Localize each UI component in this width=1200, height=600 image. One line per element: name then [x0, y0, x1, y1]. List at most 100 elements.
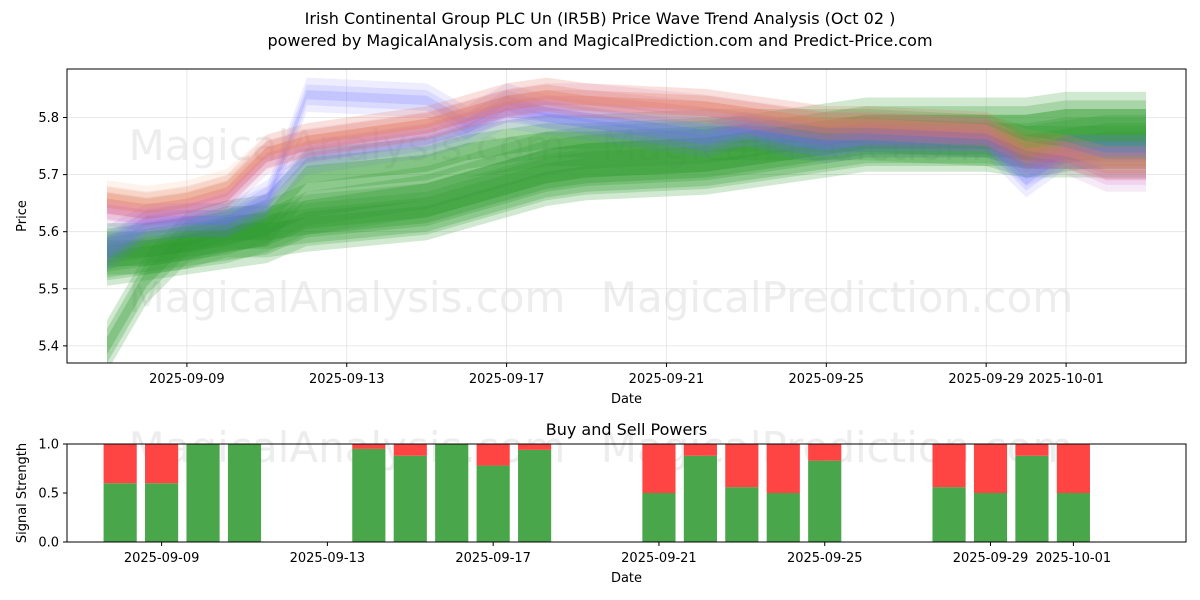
x-tick-label: 2025-09-29	[953, 551, 1029, 566]
chart-title-line2: powered by MagicalAnalysis.com and Magic…	[267, 31, 933, 50]
series-orange-wave	[106, 77, 1147, 221]
wave-band	[107, 91, 1146, 275]
wave-band	[107, 117, 1146, 278]
x-tick-label: 2025-10-01	[1028, 372, 1104, 387]
price-plot-area	[106, 77, 1147, 363]
wave-band	[107, 131, 1146, 264]
sell-bar	[808, 444, 842, 461]
wave-band	[107, 94, 1146, 261]
wave-band	[107, 109, 1146, 258]
x-tick-label: 2025-09-09	[149, 372, 225, 387]
signal-panel: MagicalAnalysis.comMagicalPrediction.com…	[15, 420, 1187, 586]
signal-y-axis-label: Signal Strength	[15, 443, 30, 543]
wave-band	[107, 109, 1146, 363]
y-tick-label: 0.5	[38, 487, 59, 502]
wave-band	[107, 77, 1146, 221]
x-tick-label: 2025-09-13	[290, 551, 366, 566]
x-tick-label: 2025-09-21	[629, 372, 705, 387]
buy-bar	[683, 455, 717, 542]
x-tick-label: 2025-10-01	[1036, 551, 1112, 566]
wave-band	[107, 90, 1146, 225]
wave-band	[107, 109, 1146, 286]
buy-bar	[435, 444, 469, 542]
buy-bar	[186, 444, 220, 542]
y-tick-label: 0.0	[38, 536, 59, 551]
series-purple-wave	[106, 83, 1147, 232]
sell-bar	[642, 444, 676, 493]
watermark-text: MagicalPrediction.com	[601, 273, 1074, 322]
series-blue-wave-2	[106, 94, 1147, 261]
chart-title-line1: Irish Continental Group PLC Un (IR5B) Pr…	[304, 9, 896, 28]
wave-band	[107, 114, 1146, 281]
watermark-text: MagicalAnalysis.com	[129, 273, 566, 322]
x-tick-label: 2025-09-17	[455, 551, 531, 566]
buy-bar	[973, 493, 1008, 542]
price-panel: MagicalAnalysis.com MagicalAnalysis.com Ma…	[15, 68, 1187, 407]
wave-band	[107, 84, 1146, 214]
wave-band	[107, 77, 1146, 226]
y-tick-label: 5.6	[38, 225, 59, 240]
x-tick-label: 2025-09-09	[124, 551, 200, 566]
wave-band	[107, 77, 1146, 272]
x-tick-label: 2025-09-25	[789, 372, 865, 387]
x-tick-label: 2025-09-25	[787, 551, 863, 566]
sell-bar	[766, 444, 800, 493]
sell-bar	[725, 444, 759, 488]
buy-bar	[518, 449, 552, 542]
sell-bar	[1056, 444, 1090, 493]
sell-bar	[683, 444, 717, 456]
wave-band	[107, 101, 1146, 254]
x-tick-label: 2025-09-17	[469, 372, 545, 387]
x-tick-label: 2025-09-21	[621, 551, 697, 566]
signal-x-axis-label: Date	[611, 571, 642, 586]
buy-bar	[932, 487, 966, 542]
buy-bar	[1015, 455, 1049, 542]
wave-band	[107, 90, 1146, 260]
signal-chart-title: Buy and Sell Powers	[546, 420, 708, 439]
wave-band	[107, 107, 1146, 248]
y-tick-label: 1.0	[38, 438, 59, 453]
y-tick-label: 5.8	[38, 111, 59, 126]
series-blue-wave-1	[106, 77, 1147, 272]
wave-band	[107, 117, 1146, 363]
buy-bar	[808, 460, 842, 542]
sell-bar	[932, 444, 966, 488]
buy-bar	[1056, 493, 1090, 542]
series-green-wave-3	[106, 114, 1147, 281]
y-tick-label: 5.5	[38, 282, 59, 297]
buy-bar	[352, 448, 386, 542]
price-axes-frame	[66, 68, 1187, 364]
sell-bar	[352, 444, 386, 449]
wave-band	[107, 84, 1146, 265]
x-tick-label: 2025-09-29	[948, 372, 1024, 387]
wave-band	[107, 100, 1146, 267]
wave-band	[107, 95, 1146, 220]
buy-bar	[103, 483, 137, 542]
x-tick-label: 2025-09-13	[309, 372, 385, 387]
sell-bar	[476, 444, 510, 466]
sell-bar	[1015, 444, 1049, 456]
wave-band	[107, 83, 1146, 232]
y-tick-label: 5.7	[38, 168, 59, 183]
sell-bar	[973, 444, 1008, 493]
sell-bar	[103, 444, 137, 484]
buy-bar	[725, 487, 759, 542]
series-green-wave-4	[106, 109, 1147, 363]
buy-bar	[766, 493, 800, 542]
buy-bar	[227, 444, 262, 542]
buy-bar	[145, 483, 179, 542]
wave-band	[107, 84, 1146, 220]
y-tick-label: 5.4	[38, 339, 59, 354]
wave-band	[107, 123, 1146, 272]
price-x-axis-label: Date	[611, 392, 642, 407]
buy-bar	[476, 465, 510, 542]
buy-bar	[642, 493, 676, 542]
watermark-text: MagicalAnalysis.com	[129, 121, 566, 170]
wave-band	[107, 90, 1146, 214]
price-y-axis-label: Price	[15, 200, 30, 232]
sell-bar	[393, 444, 427, 456]
wave-band	[107, 126, 1146, 269]
watermark-text: MagicalPrediction.com	[601, 121, 1074, 170]
sell-bar	[518, 444, 552, 450]
